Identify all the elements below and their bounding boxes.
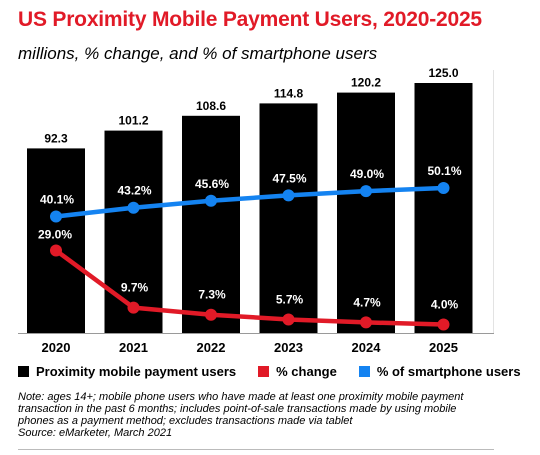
point-smartphone bbox=[127, 201, 140, 214]
bar-value-label: 114.8 bbox=[274, 86, 304, 100]
point-change bbox=[127, 301, 140, 314]
x-tick-label: 2023 bbox=[274, 340, 303, 355]
bar-value-label: 120.2 bbox=[351, 76, 381, 90]
line-change bbox=[53, 248, 446, 327]
smartphone-label: 40.1% bbox=[40, 193, 74, 207]
legend-swatch-users bbox=[18, 365, 29, 377]
chart-legend: Proximity mobile payment users % change … bbox=[18, 362, 540, 380]
source-text: Source: eMarketer, March 2021 bbox=[18, 427, 173, 439]
point-change bbox=[282, 313, 295, 326]
point-change bbox=[360, 316, 372, 329]
bar bbox=[104, 130, 163, 333]
legend-item-users: Proximity mobile payment users bbox=[18, 364, 236, 379]
smartphone-label: 47.5% bbox=[272, 171, 306, 185]
smartphone-label: 50.1% bbox=[427, 164, 461, 178]
point-smartphone bbox=[282, 189, 295, 202]
chart-title: US Proximity Mobile Payment Users, 2020-… bbox=[18, 8, 482, 31]
x-tick-label: 2021 bbox=[119, 340, 148, 355]
x-tick-label: 2025 bbox=[429, 340, 458, 355]
chart-subtitle: millions, % change, and % of smartphone … bbox=[18, 44, 378, 63]
bar-value-label: 108.6 bbox=[196, 99, 226, 113]
point-smartphone bbox=[50, 210, 62, 223]
plot-right-rule bbox=[493, 70, 494, 333]
smartphone-label: 43.2% bbox=[117, 184, 151, 198]
bar bbox=[27, 148, 85, 333]
change-label: 5.7% bbox=[276, 292, 304, 306]
legend-swatch-change bbox=[258, 365, 270, 377]
bar bbox=[182, 115, 240, 333]
chart-note: Note: ages 14+; mobile phone users who h… bbox=[18, 391, 488, 439]
legend-swatch-smartphone bbox=[358, 365, 370, 377]
change-label: 29.0% bbox=[38, 228, 72, 242]
bar-value-label: 101.2 bbox=[118, 114, 148, 128]
point-change bbox=[205, 308, 217, 321]
smartphone-label: 45.6% bbox=[195, 177, 229, 191]
legend-label-smartphone: % of smartphone users bbox=[376, 363, 521, 379]
change-label: 7.3% bbox=[198, 288, 226, 302]
bar bbox=[259, 103, 318, 334]
x-tick-label: 2024 bbox=[352, 340, 382, 355]
point-smartphone bbox=[205, 194, 217, 207]
bar bbox=[414, 83, 473, 333]
legend-label-users: Proximity mobile payment users bbox=[36, 363, 237, 379]
legend-item-change: % change bbox=[258, 364, 337, 379]
bar-value-label: 125.0 bbox=[428, 66, 458, 80]
change-label: 4.0% bbox=[431, 298, 459, 312]
bar-value-label: 92.3 bbox=[44, 131, 68, 145]
x-axis-line bbox=[18, 333, 494, 334]
x-tick-label: 2020 bbox=[42, 340, 71, 355]
legend-item-smartphone: % of smartphone users bbox=[358, 363, 521, 379]
point-change bbox=[437, 318, 450, 331]
legend-label-change: % change bbox=[276, 363, 337, 379]
point-smartphone bbox=[360, 185, 372, 198]
point-smartphone bbox=[437, 182, 450, 194]
change-label: 9.7% bbox=[121, 281, 149, 295]
note-text: Note: ages 14+; mobile phone users who h… bbox=[18, 391, 464, 427]
bar bbox=[337, 92, 395, 333]
change-label: 4.7% bbox=[353, 295, 381, 309]
smartphone-label: 49.0% bbox=[350, 167, 384, 181]
footer-rule bbox=[18, 449, 494, 450]
point-change bbox=[50, 244, 62, 257]
x-tick-label: 2022 bbox=[197, 340, 226, 355]
line-smartphone bbox=[53, 185, 446, 219]
